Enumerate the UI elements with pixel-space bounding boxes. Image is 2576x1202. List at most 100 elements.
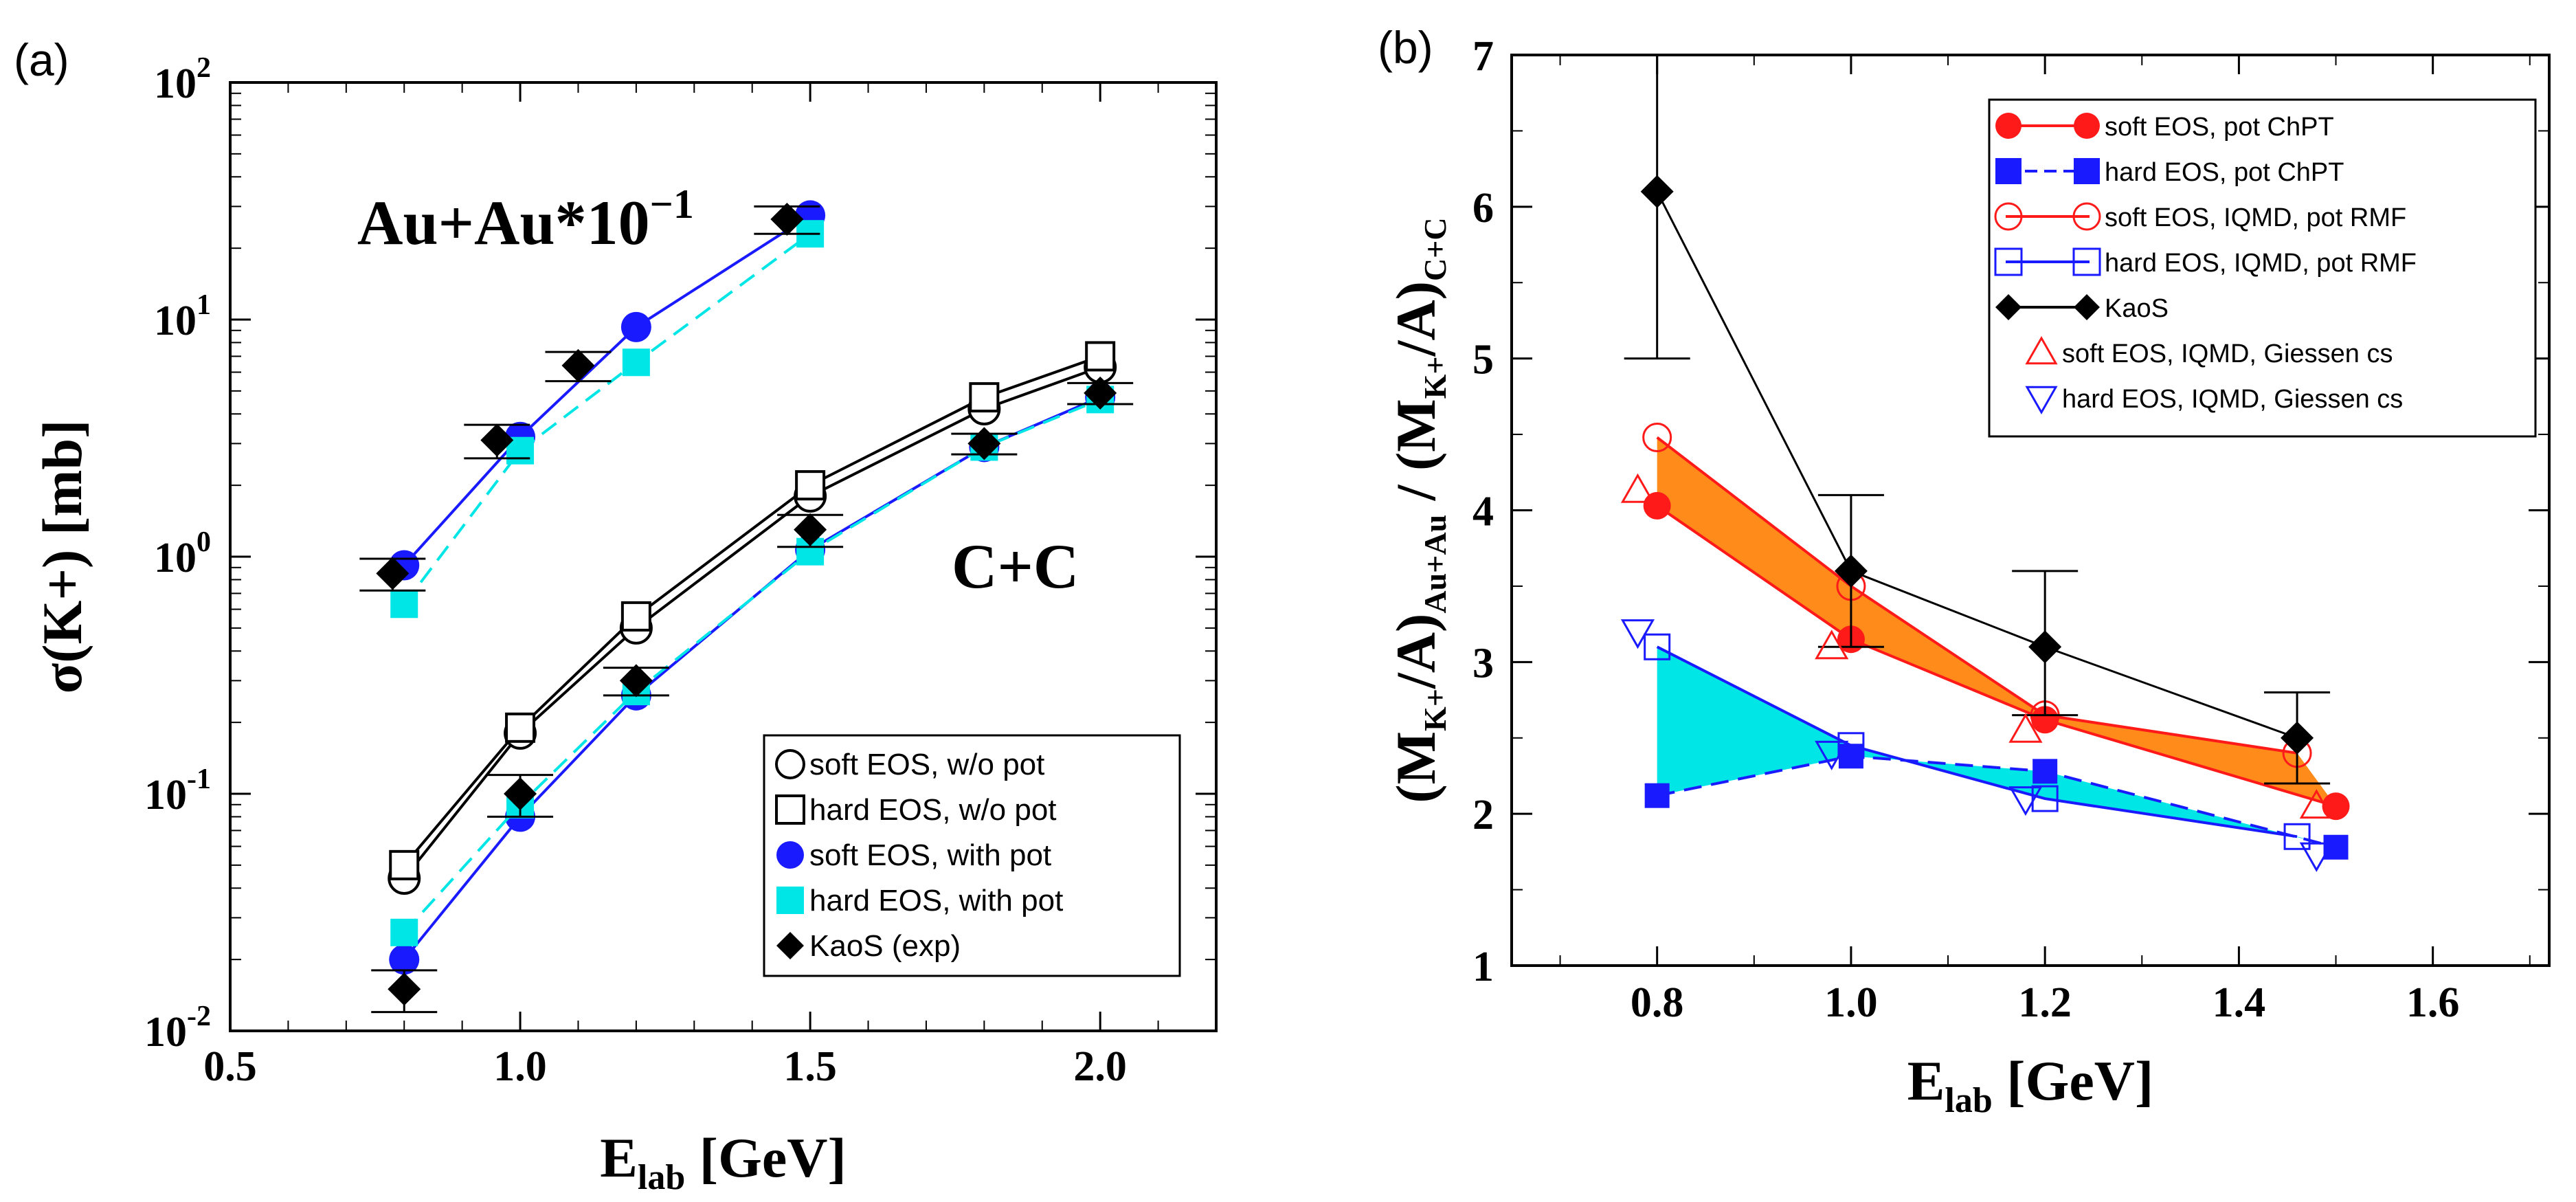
data-point [967, 427, 1001, 460]
band-soft-eos [1657, 437, 2336, 807]
data-point [1644, 633, 1671, 660]
data-point [1644, 783, 1670, 808]
x-tick-label: 1.0 [493, 1043, 547, 1090]
data-point [505, 712, 536, 743]
series-line [1657, 755, 2337, 849]
legend-marker [1995, 158, 2021, 184]
series-line [403, 398, 1101, 934]
y-tick-label: 2 [1472, 792, 1494, 838]
data-point [390, 590, 418, 619]
data-point [504, 777, 537, 810]
annotation-cc: C+C [952, 531, 1079, 601]
legend-marker [1994, 202, 2023, 231]
data-point [389, 944, 420, 975]
data-point [622, 348, 650, 377]
series-line [1656, 504, 2337, 808]
y-tick-label: 3 [1472, 640, 1494, 687]
data-point [969, 382, 1000, 413]
y-tick-label: 5 [1472, 337, 1494, 383]
legend-marker [776, 887, 804, 914]
legend-marker [2074, 294, 2100, 320]
data-point [619, 664, 653, 698]
series-hard-eos-iqmd-pot-rmf [1644, 633, 2311, 850]
panel-label-a: (a) [14, 34, 69, 85]
legend-marker [2074, 113, 2100, 139]
data-point [1837, 732, 1865, 759]
data-point [1643, 491, 1671, 520]
legend-entry-label: soft EOS, IQMD, Giessen cs [2062, 340, 2393, 368]
legend-entry-label: hard EOS, with pot [809, 884, 1063, 917]
annotation-auau: Au+Au*10−1 [357, 181, 694, 258]
band-hard-eos [1657, 647, 2336, 847]
series-kaos-exp-auau [359, 202, 820, 592]
legend-b: soft EOS, pot ChPT hard EOS, pot ChPT soft… [1988, 98, 2537, 438]
series-soft-eos-iqmd-giessen-cs [1620, 473, 2333, 819]
legend-marker [2072, 247, 2101, 276]
series-line [403, 214, 811, 566]
series-kaos [1624, 54, 2331, 785]
chart-panel-a: 0.5 1.0 1.5 2.0 10-2 10-1 100 101 102 σ(K+) [mb] E… [31, 52, 1218, 1197]
data-point [794, 513, 827, 546]
data-point [561, 348, 595, 382]
legend-box [763, 734, 1181, 977]
x-tick-label: 1.0 [1824, 979, 1878, 1026]
legend-marker [775, 794, 805, 825]
legend-entry-label: soft EOS, pot ChPT [2105, 113, 2334, 142]
chart-panel-b: 0.8 1.0 1.2 1.4 1.6 1 2 3 4 5 6 7 (MK+/A)Au+Au / (MK… [1385, 33, 2551, 1120]
series-line [1656, 191, 2298, 739]
y-tick-label: 6 [1472, 185, 1494, 232]
data-point [390, 918, 418, 946]
x-tick-label: 2.0 [1073, 1043, 1127, 1090]
data-point [2283, 823, 2311, 850]
data-point [388, 972, 421, 1006]
data-point [2008, 786, 2043, 816]
data-point [2281, 721, 2314, 755]
data-point [376, 557, 410, 590]
legend-entry-label: KaoS (exp) [809, 929, 961, 963]
legend-marker [2025, 335, 2058, 365]
legend-marker [1995, 113, 2021, 139]
y-tick-label: 101 [154, 289, 211, 344]
legend-marker [2072, 202, 2101, 231]
data-point [1815, 630, 1849, 660]
data-point [2028, 630, 2062, 664]
legend-entry-label: soft EOS, w/o pot [809, 748, 1044, 781]
y-tick-label: 102 [154, 52, 211, 107]
data-point [1640, 175, 1674, 208]
data-point [2299, 842, 2333, 872]
legend-entry-label: soft EOS, with pot [809, 838, 1051, 872]
legend-marker [1994, 247, 2023, 276]
x-axis-title: Elab [GeV] [600, 1126, 847, 1197]
series-hard-eos-w-o-pot-cc [389, 341, 1116, 880]
legend-box [1988, 98, 2537, 438]
series-hard-eos-with-pot-auau [390, 220, 825, 619]
y-tick-label: 100 [154, 526, 211, 581]
series-hard-eos-iqmd-giessen-cs [1620, 619, 2333, 872]
data-point [1642, 423, 1672, 452]
legend-entry-label: KaoS [2105, 294, 2169, 323]
legend-a: soft EOS, w/o pot hard EOS, w/o pot soft E… [763, 734, 1181, 977]
series-line [403, 366, 1101, 880]
y-tick-label: 4 [1472, 489, 1494, 535]
data-point [2032, 759, 2058, 784]
y-axis-title: (MK+/A)Au+Au / (MK+/A)C+C [1385, 217, 1453, 803]
data-point [1834, 554, 1868, 588]
y-tick-label: 10-2 [144, 1001, 211, 1056]
data-point [480, 423, 514, 457]
data-point [795, 470, 826, 501]
x-tick-label: 0.8 [1631, 979, 1684, 1026]
legend-marker [775, 749, 805, 779]
legend-entry-label: hard EOS, pot ChPT [2105, 158, 2344, 187]
series-kaos-exp-cc [371, 376, 1134, 1014]
series-line [1656, 436, 2298, 755]
y-axis-title: σ(K+) [mb] [31, 420, 93, 694]
y-tick-label: 10-1 [144, 764, 211, 819]
legend-marker [2025, 386, 2058, 415]
legend-marker [776, 841, 804, 869]
x-tick-label: 1.4 [2213, 979, 2266, 1026]
x-tick-label: 1.6 [2406, 979, 2460, 1026]
series-line [403, 232, 811, 605]
data-point [2031, 785, 2059, 812]
data-point [620, 311, 651, 342]
